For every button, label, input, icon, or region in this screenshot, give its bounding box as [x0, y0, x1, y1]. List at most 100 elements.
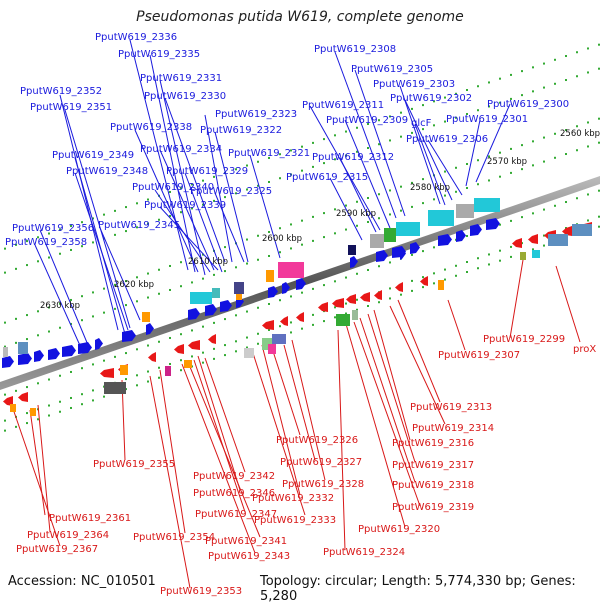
- ring-dot: [521, 168, 523, 171]
- ring-dot: [147, 344, 149, 347]
- ring-dot: [103, 311, 105, 314]
- ring-dot: [92, 399, 94, 402]
- ring-dot: [466, 235, 468, 238]
- leader-line: [414, 123, 446, 206]
- ring-dot: [576, 149, 578, 152]
- ring-dot: [70, 224, 72, 227]
- ring-dot: [246, 310, 248, 313]
- ring-dot: [367, 196, 369, 199]
- ring-dot: [587, 121, 589, 124]
- feature-box: [165, 366, 171, 376]
- ring-dot: [499, 175, 501, 178]
- ring-dot: [15, 425, 17, 428]
- tick-label: 2600 kbp: [262, 234, 302, 244]
- ring-dot: [257, 184, 259, 187]
- ring-dot: [125, 206, 127, 209]
- ring-dot: [543, 160, 545, 163]
- ring-dot: [301, 169, 303, 172]
- ring-dot: [323, 212, 325, 215]
- ring-dot: [301, 243, 303, 246]
- feature-box: [244, 348, 254, 358]
- ring-dot: [356, 298, 358, 301]
- ring-dot: [147, 222, 149, 225]
- feature-box: [428, 210, 454, 226]
- ring-dot: [180, 211, 182, 214]
- ring-dot: [279, 325, 281, 328]
- ring-dot: [433, 282, 435, 285]
- ring-dot: [345, 276, 347, 279]
- ring-dot: [235, 314, 237, 317]
- ring-dot: [356, 200, 358, 203]
- ring-dot: [422, 128, 424, 131]
- ring-dot: [455, 92, 457, 95]
- reverse-gene-arrow: [512, 238, 522, 248]
- ring-dot: [37, 260, 39, 263]
- tick-label: 2580 kbp: [410, 183, 450, 193]
- ring-dot: [554, 204, 556, 207]
- ring-dot: [147, 198, 149, 201]
- reverse-gene-arrow: [318, 302, 328, 312]
- tick-label: 2620 kbp: [114, 280, 154, 290]
- leader-line: [271, 347, 301, 436]
- ring-dot: [169, 264, 171, 267]
- ring-dot: [598, 225, 600, 228]
- forward-gene-label: PputW619_2305: [351, 64, 433, 75]
- ring-dot: [180, 333, 182, 336]
- feature-box: [384, 228, 396, 242]
- feature-box: [352, 310, 358, 320]
- ring-dot: [213, 347, 215, 350]
- forward-gene-arrow: [470, 224, 482, 236]
- leader-line: [34, 244, 83, 351]
- leader-line: [334, 51, 397, 219]
- reverse-gene-label: PputW619_2355: [93, 459, 175, 470]
- reverse-gene-label: PputW619_2326: [276, 435, 358, 446]
- leader-line: [204, 357, 246, 473]
- reverse-gene-arrow: [528, 234, 538, 244]
- ring-dot: [180, 285, 182, 288]
- ring-dot: [598, 43, 600, 46]
- ring-dot: [345, 228, 347, 231]
- ring-dot: [103, 213, 105, 216]
- feature-box: [104, 382, 126, 394]
- ring-dot: [587, 47, 589, 50]
- ring-dot: [213, 199, 215, 202]
- leader-line: [291, 339, 326, 481]
- ring-dot: [312, 141, 314, 144]
- ring-dot: [345, 204, 347, 207]
- ring-dot: [323, 138, 325, 141]
- ring-dot: [92, 241, 94, 244]
- ring-dot: [433, 246, 435, 249]
- ring-dot: [378, 217, 380, 220]
- leader-line: [509, 259, 524, 339]
- ring-dot: [279, 227, 281, 230]
- leader-line: [555, 265, 581, 343]
- ring-dot: [48, 232, 50, 235]
- ring-dot: [455, 116, 457, 119]
- ring-dot: [48, 330, 50, 333]
- ring-dot: [301, 291, 303, 294]
- ring-dot: [334, 208, 336, 211]
- ring-dot: [334, 134, 336, 137]
- ring-dot: [4, 271, 6, 274]
- ring-dot: [268, 254, 270, 257]
- ring-dot: [103, 395, 105, 398]
- ring-dot: [422, 104, 424, 107]
- ring-dot: [213, 273, 215, 276]
- ring-dot: [246, 238, 248, 241]
- ring-dot: [444, 170, 446, 173]
- ring-dot: [70, 298, 72, 301]
- ring-dot: [455, 166, 457, 169]
- feature-box: [142, 312, 150, 322]
- ring-dot: [510, 219, 512, 222]
- ring-dot: [191, 183, 193, 186]
- ring-dot: [532, 66, 534, 69]
- ring-dot: [466, 163, 468, 166]
- ring-dot: [444, 194, 446, 197]
- ring-dot: [136, 202, 138, 205]
- ring-dot: [455, 190, 457, 193]
- ring-dot: [598, 67, 600, 70]
- feature-box: [572, 224, 592, 236]
- forward-gene-arrow: [400, 248, 406, 260]
- forward-gene-arrow: [188, 308, 200, 320]
- map-title: Pseudomonas putida W619, complete genome: [136, 9, 464, 25]
